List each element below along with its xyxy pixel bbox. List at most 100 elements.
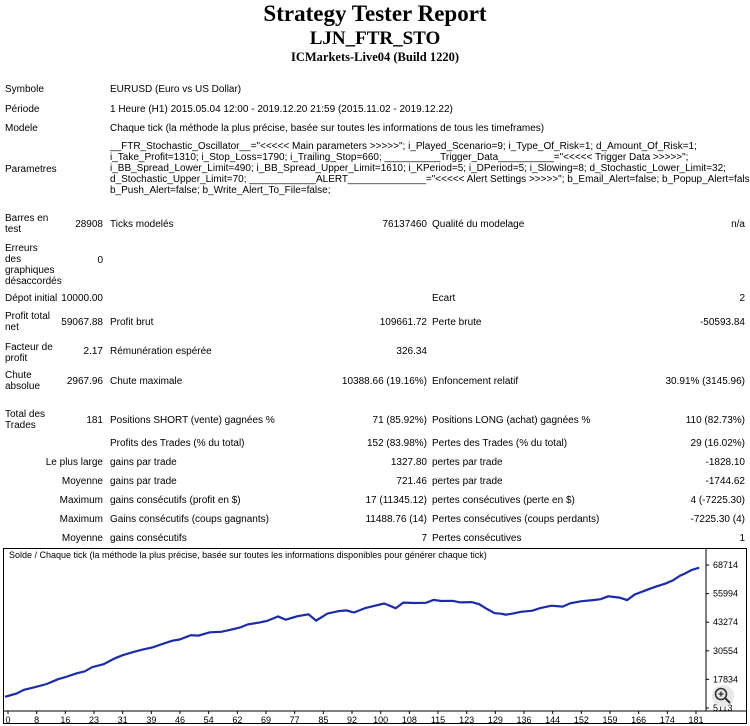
gross-loss-value: -50593.84 bbox=[699, 317, 745, 328]
x-tick-label: 31 bbox=[118, 715, 128, 724]
x-tick-label: 77 bbox=[290, 715, 300, 724]
zoom-in-icon bbox=[714, 687, 731, 704]
model-label: Modele bbox=[5, 123, 38, 134]
max-drawdown-value: 10388.66 (19.16%) bbox=[341, 376, 427, 387]
symbol-value: EURUSD (Euro vs US Dollar) bbox=[110, 84, 242, 95]
rel-drawdown-label: Enfoncement relatif bbox=[432, 376, 519, 387]
gross-profit-label: Profit brut bbox=[110, 317, 154, 328]
x-tick-label: 108 bbox=[402, 715, 417, 724]
total-trades-value: 181 bbox=[86, 415, 103, 426]
profit-factor-value: 2.17 bbox=[83, 346, 103, 357]
x-tick-label: 166 bbox=[631, 715, 646, 724]
x-tick-label: 144 bbox=[545, 715, 560, 724]
largest-label: Le plus large bbox=[45, 457, 103, 468]
period-value: 1 Heure (H1) 2015.05.04 12:00 - 2019.12.… bbox=[110, 104, 453, 115]
errors-value: 0 bbox=[97, 255, 103, 266]
x-tick-label: 152 bbox=[574, 715, 589, 724]
deposit-label: Dépot initial bbox=[5, 293, 58, 304]
average-loss-value: -1744.62 bbox=[705, 476, 745, 487]
gross-profit-value: 109661.72 bbox=[379, 317, 427, 328]
x-axis-ticks: 0 8 16 23 31 39 46 54 62 69 77 85 92 100 108 115 123 129 1… bbox=[5, 711, 704, 724]
bars-value: 28908 bbox=[75, 219, 103, 230]
maximal-wins-label: Gains consécutifs (coups gagnants) bbox=[110, 514, 269, 525]
params-line: d_Stochastic_Upper_Limit=70; ___________… bbox=[110, 174, 750, 185]
avg-cons-wins-label: gains consécutifs bbox=[110, 533, 187, 544]
rel-drawdown-value: 30.91% (3145.96) bbox=[665, 376, 745, 387]
bars-label: Barres en test bbox=[5, 213, 49, 235]
expected-payoff-value: 326.34 bbox=[396, 346, 427, 357]
quality-label: Qualité du modelage bbox=[432, 219, 525, 230]
symbol-label: Symbole bbox=[5, 84, 44, 95]
avg-cons-label: Moyenne bbox=[61, 533, 103, 544]
params-line: i_BB_Spread_Lower_Limit=490; i_BB_Spread… bbox=[110, 163, 726, 174]
x-tick-label: 123 bbox=[459, 715, 474, 724]
ticks-label: Ticks modelés bbox=[110, 219, 174, 230]
maximal-label: Maximum bbox=[59, 514, 103, 525]
spread-label: Ecart bbox=[432, 293, 456, 304]
gross-loss-label: Perte brute bbox=[432, 317, 482, 328]
params-line: i_Take_Profit=1310; i_Stop_Loss=1790; i_… bbox=[110, 152, 689, 163]
x-tick-label: 23 bbox=[89, 715, 99, 724]
report-title: Strategy Tester Report bbox=[263, 1, 487, 26]
x-tick-label: 181 bbox=[688, 715, 703, 724]
short-won-value: 71 (85.92%) bbox=[372, 415, 427, 426]
short-won-label: Positions SHORT (vente) gagnées % bbox=[110, 415, 275, 426]
y-tick-label: 68714 bbox=[713, 560, 738, 570]
x-tick-label: 100 bbox=[373, 715, 388, 724]
maximal-losses-label: Pertes consécutives (coups perdants) bbox=[432, 514, 600, 525]
largest-loss-label: pertes par trade bbox=[432, 457, 503, 468]
average-profit-value: 721.46 bbox=[396, 476, 427, 487]
server-build: ICMarkets-Live04 (Build 1220) bbox=[290, 50, 460, 64]
balance-chart: 0 8 16 23 31 39 46 54 62 69 77 85 92 100 108 115 123 129 1… bbox=[3, 548, 747, 724]
deposit-value: 10000.00 bbox=[61, 293, 103, 304]
x-tick-label: 46 bbox=[175, 715, 185, 724]
average-profit-label: gains par trade bbox=[110, 476, 177, 487]
largest-profit-label: gains par trade bbox=[110, 457, 177, 468]
avg-cons-wins-value: 7 bbox=[421, 533, 427, 544]
params-value: __FTR_Stochastic_Oscillator__="<<<<< Mai… bbox=[110, 141, 750, 196]
zoom-button[interactable] bbox=[712, 685, 734, 707]
x-tick-label: 159 bbox=[602, 715, 617, 724]
profit-trades-value: 152 (83.98%) bbox=[366, 438, 427, 449]
y-tick-label: 30554 bbox=[713, 646, 738, 656]
x-tick-label: 8 bbox=[34, 715, 39, 724]
abs-drawdown-label: Chute absolue bbox=[5, 370, 41, 392]
chart-title: Solde / Chaque tick (la méthode la plus … bbox=[9, 550, 487, 560]
long-won-value: 110 (82.73%) bbox=[685, 415, 745, 426]
avg-cons-losses-label: Pertes consécutives bbox=[432, 533, 522, 544]
expert-name: LJN_FTR_STO bbox=[309, 28, 441, 49]
spread-value: 2 bbox=[739, 293, 745, 304]
params-label: Parametres bbox=[5, 164, 57, 175]
y-tick-label: 55994 bbox=[713, 589, 738, 599]
net-profit-label: Profit total net bbox=[5, 311, 51, 333]
chart-frame bbox=[3, 548, 747, 724]
params-line: b_Push_Alert=false; b_Write_Alert_To_Fil… bbox=[110, 185, 331, 196]
expected-payoff-label: Rémunération espérée bbox=[110, 346, 212, 357]
period-label: Période bbox=[5, 104, 40, 115]
avg-cons-losses-value: 1 bbox=[739, 533, 745, 544]
model-value: Chaque tick (la méthode la plus précise,… bbox=[110, 123, 545, 134]
x-tick-label: 174 bbox=[660, 715, 675, 724]
params-line: __FTR_Stochastic_Oscillator__="<<<<< Mai… bbox=[110, 141, 697, 152]
maximal-wins-value: 11488.76 (14) bbox=[365, 514, 427, 525]
largest-loss-value: -1828.10 bbox=[705, 457, 745, 468]
largest-profit-value: 1327.80 bbox=[390, 457, 427, 468]
x-tick-label: 92 bbox=[347, 715, 357, 724]
x-tick-label: 129 bbox=[488, 715, 503, 724]
ticks-value: 76137460 bbox=[382, 219, 428, 230]
profit-factor-label: Facteur de profit bbox=[5, 342, 53, 364]
x-tick-label: 115 bbox=[431, 715, 445, 724]
chart-grid bbox=[3, 548, 747, 712]
average-label: Moyenne bbox=[61, 476, 103, 487]
x-tick-label: 16 bbox=[60, 715, 70, 724]
x-tick-label: 54 bbox=[204, 715, 214, 724]
max-cons-losses-label: pertes consécutives (perte en $) bbox=[432, 495, 575, 506]
x-tick-label: 136 bbox=[516, 715, 531, 724]
x-tick-label: 85 bbox=[318, 715, 328, 724]
errors-label: Erreurs des graphiques désaccordés bbox=[5, 243, 62, 287]
max-cons-losses-value: 4 (-7225.30) bbox=[690, 495, 745, 506]
max-cons-wins-value: 17 (11345.12) bbox=[365, 495, 427, 506]
loss-trades-label: Pertes des Trades (% du total) bbox=[432, 438, 568, 449]
total-trades-label: Total des Trades bbox=[5, 409, 46, 431]
maximal-losses-value: -7225.30 (4) bbox=[690, 514, 745, 525]
